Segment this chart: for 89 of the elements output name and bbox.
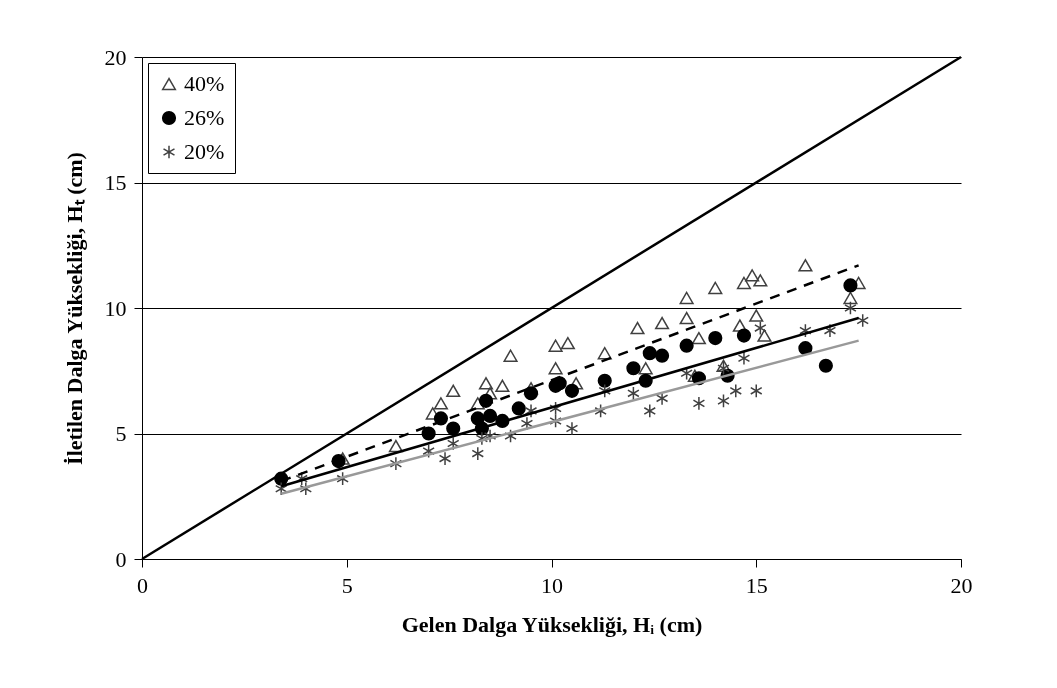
- point: [475, 431, 489, 446]
- point: [679, 311, 694, 325]
- point: [655, 391, 669, 406]
- x-tick-label: 0: [137, 572, 148, 598]
- point: [549, 401, 562, 416]
- x-axis-title: Gelen Dalga Yüksekliği, Hᵢ (cm): [401, 611, 703, 637]
- point: [421, 426, 436, 441]
- point: [598, 383, 611, 398]
- point: [844, 300, 857, 316]
- point: [732, 319, 747, 332]
- x-tick-label: 10: [541, 572, 563, 598]
- point: [745, 269, 760, 282]
- point: [597, 346, 612, 360]
- point: [642, 346, 657, 361]
- point: [471, 446, 485, 461]
- point: [717, 361, 730, 376]
- point: [630, 321, 645, 335]
- point: [548, 339, 563, 352]
- point: [422, 444, 435, 459]
- point: [692, 396, 706, 411]
- point: [483, 428, 497, 444]
- point: [757, 329, 772, 342]
- legend-label: 20%: [184, 139, 225, 164]
- point: [446, 384, 461, 398]
- point: [299, 481, 313, 496]
- point: [478, 377, 494, 390]
- point: [818, 358, 833, 373]
- x-tick-label: 5: [341, 572, 353, 598]
- point: [511, 401, 526, 416]
- point: [626, 361, 641, 376]
- point: [433, 397, 449, 410]
- point: [569, 377, 584, 390]
- point: [438, 451, 452, 466]
- point: [798, 259, 813, 272]
- point: [446, 421, 461, 436]
- point: [708, 331, 723, 346]
- point: [388, 439, 403, 453]
- point: [597, 373, 612, 388]
- point: [856, 313, 869, 328]
- point: [843, 278, 858, 293]
- point: [524, 403, 538, 418]
- point: [594, 403, 607, 418]
- y-tick-label: 15: [104, 170, 127, 195]
- point: [523, 386, 539, 401]
- point: [750, 383, 763, 398]
- point: [503, 349, 518, 362]
- y-tick-label: 0: [115, 546, 127, 572]
- point: [691, 331, 706, 345]
- point: [843, 291, 858, 305]
- point: [798, 341, 813, 356]
- point: [708, 281, 723, 295]
- point: [389, 456, 403, 471]
- point: [729, 383, 742, 398]
- point: [654, 348, 670, 363]
- point: [275, 481, 288, 496]
- point: [753, 274, 768, 287]
- x-tick-label: 20: [950, 572, 973, 598]
- point: [495, 379, 510, 393]
- point: [548, 362, 563, 375]
- y-tick-label: 10: [104, 295, 127, 321]
- point: [549, 413, 562, 429]
- y-axis-title: İletilen Dalga Yüksekliği, Hₜ (cm): [61, 152, 87, 465]
- y-tick-label: 20: [104, 44, 127, 70]
- point: [736, 276, 752, 290]
- point: [446, 436, 460, 451]
- point: [470, 397, 485, 410]
- legend-label: 40%: [184, 71, 225, 96]
- point: [654, 316, 670, 330]
- point: [736, 328, 752, 343]
- legend-label: 26%: [184, 105, 225, 130]
- x-tick-label: 15: [745, 572, 768, 598]
- point: [749, 309, 764, 322]
- point: [638, 362, 653, 375]
- point: [716, 359, 731, 372]
- point: [564, 383, 580, 398]
- point: [565, 421, 579, 436]
- point: [679, 338, 694, 353]
- point: [754, 321, 767, 336]
- point: [560, 336, 575, 350]
- point: [737, 351, 751, 366]
- point: [643, 403, 657, 418]
- point: [823, 323, 837, 338]
- point: [627, 386, 640, 401]
- point: [679, 291, 694, 305]
- point: [483, 408, 498, 423]
- y-tick-label: 5: [115, 421, 127, 446]
- point: [799, 323, 812, 338]
- point: [504, 428, 517, 444]
- point: [717, 393, 730, 408]
